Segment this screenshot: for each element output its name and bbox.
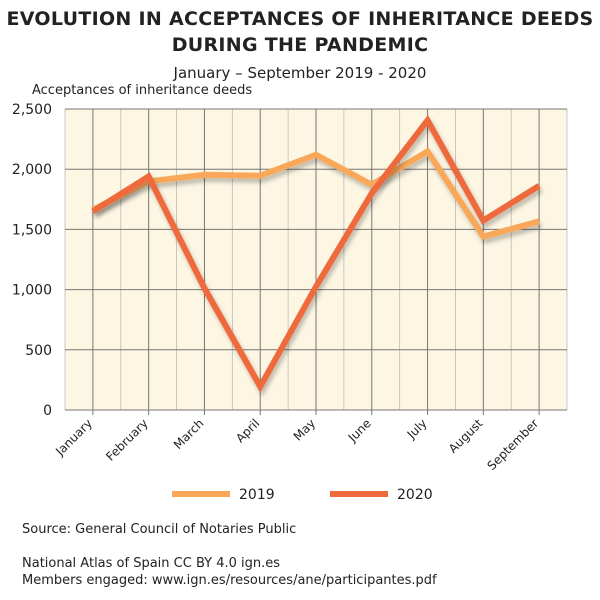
chart-title-line-2: DURING THE PANDEMIC: [171, 34, 429, 56]
chart-title-line-1: EVOLUTION IN ACCEPTANCES OF INHERITANCE …: [6, 8, 594, 30]
x-tick-label: August: [446, 416, 486, 456]
x-tick-label: June: [345, 416, 374, 445]
chart-subtitle: January – September 2019 - 2020: [173, 64, 427, 82]
y-tick-label: 1,000: [12, 283, 52, 299]
y-tick-label: 0: [43, 403, 52, 419]
x-tick-label: May: [291, 416, 318, 443]
x-tick-label: July: [404, 416, 430, 442]
credit-note: National Atlas of Spain CC BY 4.0 ign.es: [22, 556, 281, 571]
x-tick-label: September: [484, 416, 541, 473]
x-tick-label: April: [233, 416, 262, 445]
y-tick-label: 2,000: [12, 162, 52, 178]
y-axis-label: Acceptances of inheritance deeds: [32, 83, 253, 98]
x-tick-label: February: [103, 416, 151, 464]
legend-label-2019: 2019: [239, 487, 275, 503]
members-note: Members engaged: www.ign.es/resources/an…: [22, 573, 437, 588]
x-tick-label: March: [171, 416, 207, 452]
x-tick-label: January: [52, 416, 95, 459]
y-tick-label: 2,500: [12, 102, 52, 118]
source-note: Source: General Council of Notaries Publ…: [22, 522, 297, 537]
y-tick-label: 1,500: [12, 222, 52, 238]
y-tick-label: 500: [25, 343, 52, 359]
legend-label-2020: 2020: [397, 487, 433, 503]
